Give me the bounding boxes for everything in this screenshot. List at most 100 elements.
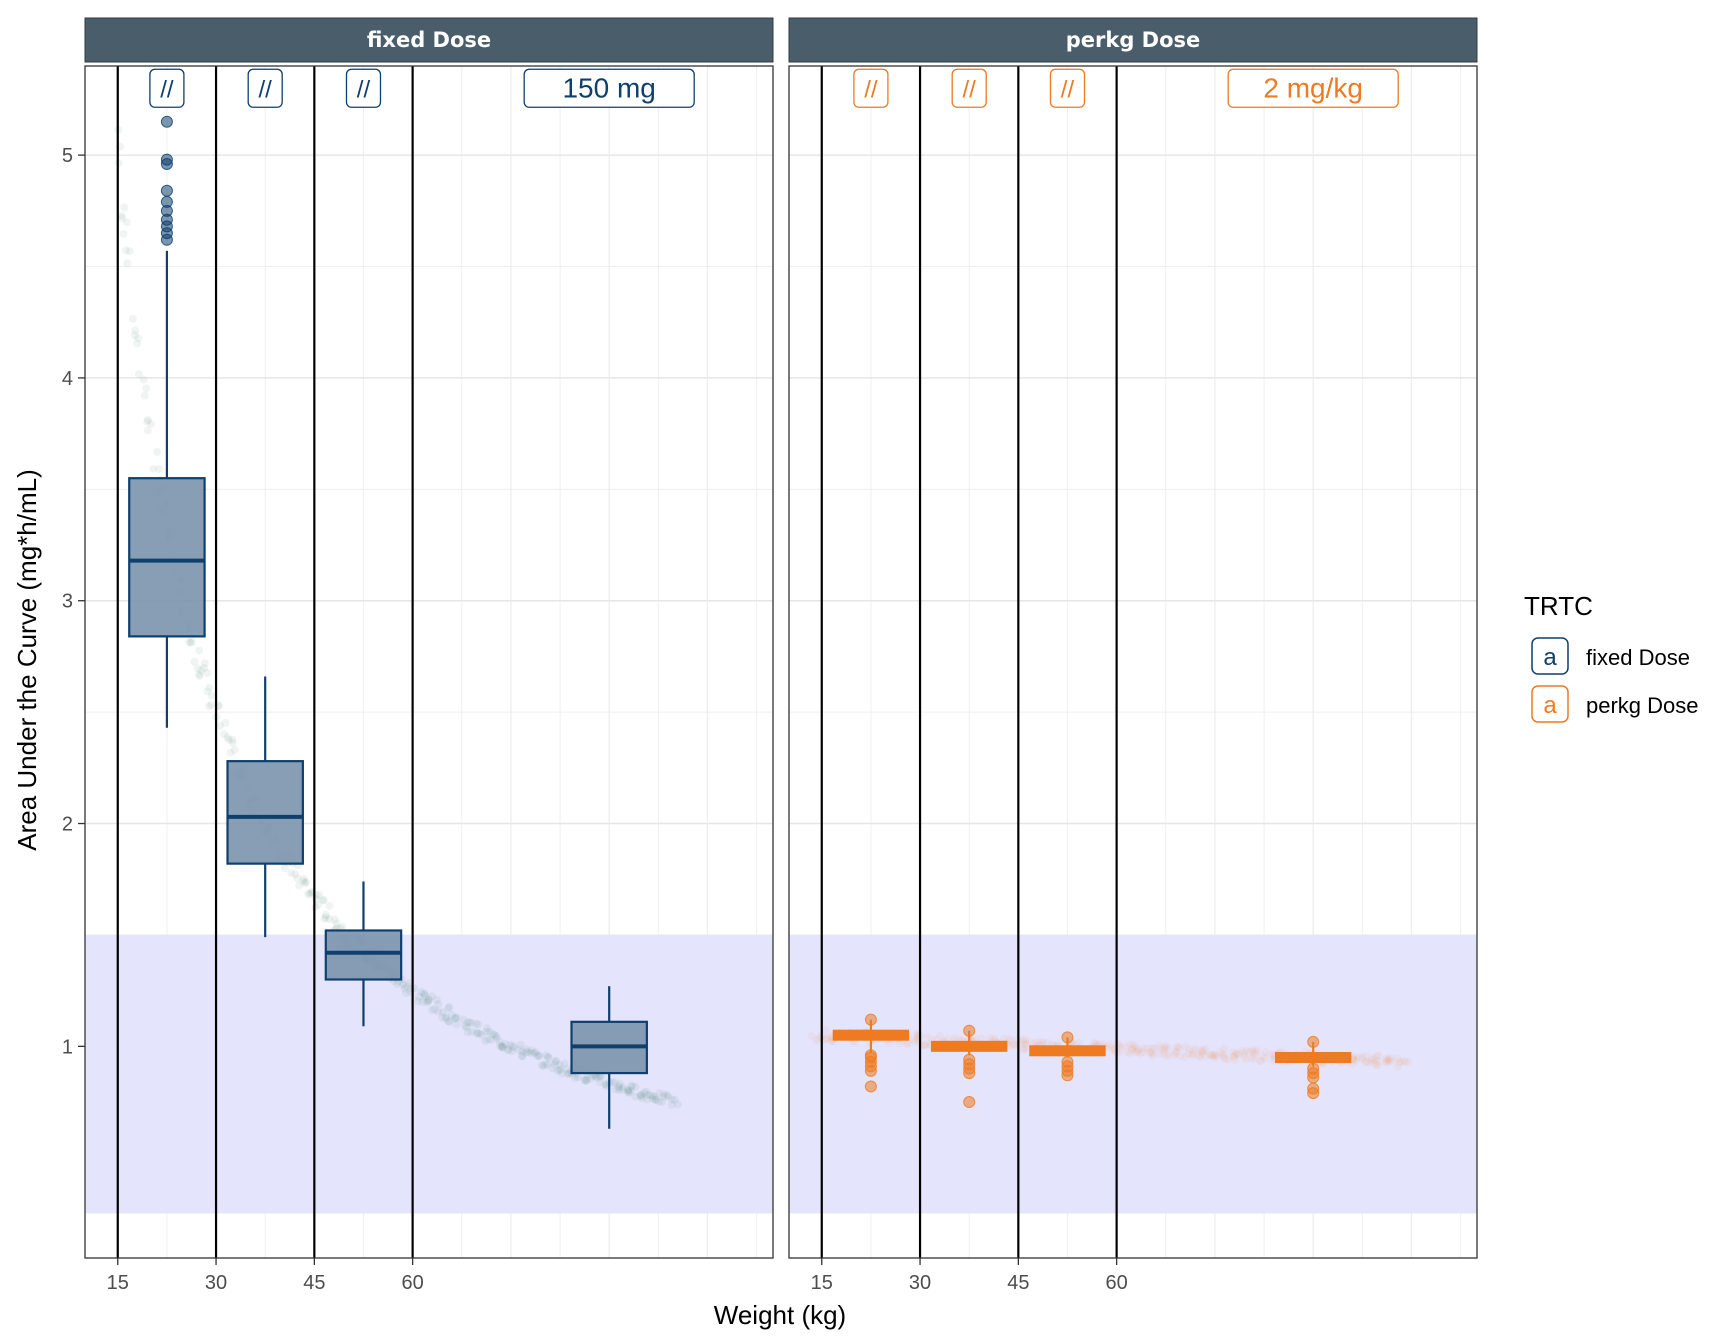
simulated-point xyxy=(445,1017,454,1026)
simulated-point xyxy=(1258,1052,1267,1061)
simulated-point xyxy=(1180,1053,1189,1062)
simulated-point xyxy=(521,1048,530,1057)
simulated-point xyxy=(592,1073,601,1082)
simulated-point xyxy=(618,1085,627,1094)
simulated-point xyxy=(1019,1045,1028,1054)
simulated-point xyxy=(1043,1038,1052,1047)
simulated-point xyxy=(1373,1051,1382,1060)
simulated-point xyxy=(548,1064,557,1073)
simulated-point xyxy=(299,874,308,883)
simulated-point xyxy=(315,890,324,899)
simulated-point xyxy=(564,1070,573,1079)
simulated-point xyxy=(582,1075,591,1084)
simulated-point xyxy=(130,331,139,340)
simulated-point xyxy=(1212,1052,1221,1061)
simulated-point xyxy=(655,1089,664,1098)
simulated-point xyxy=(1201,1045,1210,1054)
simulated-point xyxy=(999,1034,1008,1043)
simulated-point xyxy=(909,1036,918,1045)
simulated-point xyxy=(651,1095,660,1104)
simulated-point xyxy=(658,1098,667,1107)
simulated-point xyxy=(1131,1042,1140,1051)
simulated-point xyxy=(301,877,310,886)
annotation-label: // xyxy=(853,68,889,108)
simulated-point xyxy=(637,1090,646,1099)
simulated-point xyxy=(627,1081,636,1090)
simulated-point xyxy=(1245,1047,1254,1056)
simulated-point xyxy=(301,879,310,888)
simulated-point xyxy=(1091,1039,1100,1048)
simulated-point xyxy=(417,987,426,996)
simulated-point xyxy=(895,1039,904,1048)
simulated-point xyxy=(1127,1046,1136,1055)
simulated-point xyxy=(553,1066,562,1075)
simulated-point xyxy=(195,670,204,679)
simulated-point xyxy=(193,664,202,673)
simulated-point xyxy=(140,391,149,400)
simulated-point xyxy=(1399,1057,1408,1066)
simulated-point xyxy=(1362,1057,1371,1066)
box-body xyxy=(128,477,206,638)
x-tick-label: 15 xyxy=(811,1272,833,1294)
legend-label-fixed-dose: fixed Dose xyxy=(1586,645,1690,670)
simulated-point xyxy=(1133,1047,1142,1056)
simulated-point xyxy=(1009,1040,1018,1049)
simulated-point xyxy=(207,700,216,709)
simulated-point xyxy=(1032,1037,1041,1046)
simulated-point xyxy=(226,748,235,757)
annotation-text: 2 mg/kg xyxy=(1263,72,1363,103)
simulated-point xyxy=(518,1051,527,1060)
simulated-point xyxy=(560,1059,569,1068)
box-group xyxy=(324,881,403,1027)
simulated-point xyxy=(119,229,128,238)
simulated-point xyxy=(149,464,158,473)
simulated-point xyxy=(507,1047,516,1056)
simulated-point xyxy=(125,247,134,256)
simulated-point xyxy=(581,1076,590,1085)
box-outlier xyxy=(1307,1082,1320,1095)
simulated-point xyxy=(529,1049,538,1058)
panel-border xyxy=(788,65,1478,1259)
annotation-label: // xyxy=(951,68,987,108)
reference-band xyxy=(789,934,1477,1214)
facet-strip-label: perkg Dose xyxy=(1066,28,1201,52)
simulated-point xyxy=(153,447,162,456)
simulated-point xyxy=(467,1018,476,1027)
simulated-point xyxy=(1007,1036,1016,1045)
facet-strip xyxy=(84,17,774,63)
simulated-point xyxy=(293,874,302,883)
simulated-point xyxy=(121,246,130,255)
simulated-point xyxy=(1252,1047,1261,1056)
simulated-point xyxy=(452,1013,461,1022)
simulated-point xyxy=(667,1095,676,1104)
simulated-point xyxy=(1143,1044,1152,1053)
simulated-point xyxy=(903,1040,912,1049)
simulated-point xyxy=(143,417,152,426)
simulated-point xyxy=(1163,1044,1172,1053)
simulated-point xyxy=(1017,1038,1026,1047)
simulated-point xyxy=(1123,1047,1132,1056)
simulated-point xyxy=(544,1053,553,1062)
simulated-point xyxy=(1361,1058,1370,1067)
simulated-point xyxy=(1181,1042,1190,1051)
box-group xyxy=(1275,1035,1352,1100)
simulated-point xyxy=(1199,1046,1208,1055)
simulated-point xyxy=(595,1073,604,1082)
simulated-point xyxy=(1229,1052,1238,1061)
simulated-point xyxy=(1205,1050,1214,1059)
simulated-point xyxy=(551,1057,560,1066)
simulated-point xyxy=(409,984,418,993)
simulated-point xyxy=(990,1034,999,1043)
simulated-point xyxy=(923,1033,932,1042)
simulated-point xyxy=(490,1031,499,1040)
simulated-point xyxy=(518,1052,527,1061)
simulated-point xyxy=(474,1020,483,1029)
legend-key-glyph: a xyxy=(1543,692,1557,719)
simulated-point xyxy=(1385,1057,1394,1066)
simulated-point xyxy=(624,1088,633,1097)
simulated-point xyxy=(134,370,143,379)
simulated-point xyxy=(1404,1058,1413,1067)
simulated-point xyxy=(667,1101,676,1110)
annotation-label: // xyxy=(345,68,382,108)
simulated-point xyxy=(581,1076,590,1085)
